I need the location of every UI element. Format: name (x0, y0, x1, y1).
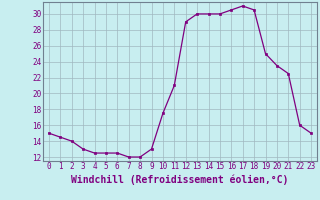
X-axis label: Windchill (Refroidissement éolien,°C): Windchill (Refroidissement éolien,°C) (71, 174, 289, 185)
